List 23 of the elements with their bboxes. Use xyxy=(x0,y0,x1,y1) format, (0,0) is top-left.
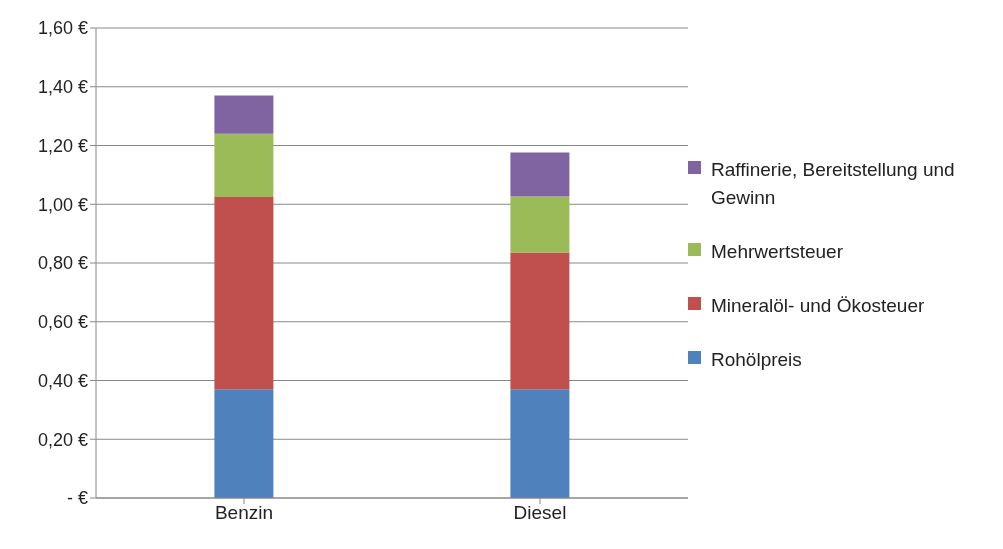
bar xyxy=(214,133,274,197)
bar xyxy=(510,196,570,253)
y-tick-label: 0,20 € xyxy=(37,429,88,450)
bar xyxy=(214,196,274,390)
y-tick-label: 1,40 € xyxy=(37,77,88,98)
legend-label: Raffinerie, Bereitstellung und Gewinn xyxy=(711,158,956,210)
bar xyxy=(510,389,570,498)
y-tick-label: 0,80 € xyxy=(37,253,88,274)
y-tick-label: 1,60 € xyxy=(37,18,88,39)
legend-label: Mehrwertsteuer xyxy=(711,240,843,264)
legend-label: Mineralöl- und Ökosteuer xyxy=(711,294,925,318)
legend-label: Rohölpreis xyxy=(711,348,802,372)
bar xyxy=(510,152,570,197)
bar xyxy=(214,95,274,134)
y-tick-label: 1,00 € xyxy=(37,194,88,215)
y-tick-label: 1,20 € xyxy=(37,135,88,156)
y-tick-label: 0,40 € xyxy=(37,370,88,391)
x-tick-label: Diesel xyxy=(513,502,567,524)
y-tick-label: 0,60 € xyxy=(37,312,88,333)
x-tick-label: Benzin xyxy=(214,502,274,524)
y-tick-label: - € xyxy=(66,488,88,509)
bar xyxy=(510,252,570,390)
bar xyxy=(214,389,274,498)
